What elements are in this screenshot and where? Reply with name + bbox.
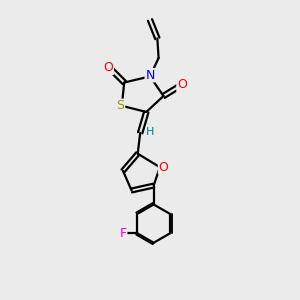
- Text: O: O: [177, 79, 187, 92]
- Text: O: O: [103, 61, 113, 74]
- Text: N: N: [145, 69, 155, 82]
- Text: O: O: [159, 161, 168, 174]
- Text: H: H: [146, 127, 155, 136]
- Text: F: F: [120, 227, 127, 240]
- Text: S: S: [117, 99, 124, 112]
